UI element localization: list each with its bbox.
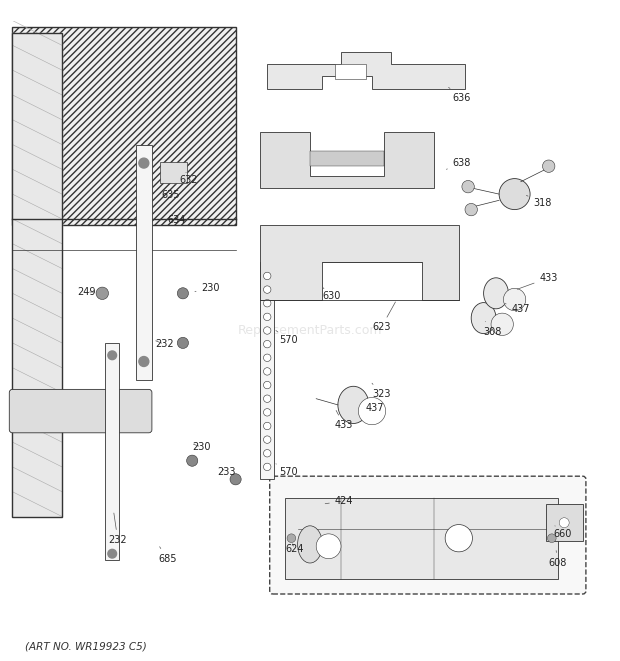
Text: 433: 433 (335, 410, 353, 430)
Circle shape (264, 368, 271, 375)
Circle shape (139, 356, 149, 366)
Text: 624: 624 (285, 544, 304, 554)
Bar (285, 498, 558, 578)
Text: ReplacementParts.com: ReplacementParts.com (237, 324, 383, 337)
Ellipse shape (338, 386, 369, 424)
Circle shape (465, 204, 477, 215)
Text: 308: 308 (484, 321, 502, 336)
Circle shape (503, 288, 526, 311)
Circle shape (287, 534, 296, 543)
Circle shape (177, 337, 188, 348)
Circle shape (499, 178, 530, 210)
Polygon shape (12, 26, 236, 225)
Text: 634: 634 (167, 210, 186, 225)
Bar (310, 151, 384, 166)
Circle shape (264, 327, 271, 334)
Text: 318: 318 (526, 196, 552, 208)
Circle shape (491, 313, 513, 336)
Circle shape (542, 160, 555, 173)
Circle shape (264, 313, 271, 321)
FancyBboxPatch shape (160, 162, 187, 183)
Text: 233: 233 (217, 467, 236, 477)
Text: 630: 630 (322, 287, 341, 301)
Text: 230: 230 (195, 284, 220, 293)
Circle shape (96, 287, 108, 299)
Circle shape (264, 422, 271, 430)
Bar (335, 64, 366, 79)
Text: 437: 437 (505, 303, 530, 314)
Text: (ART NO. WR19923 C5): (ART NO. WR19923 C5) (25, 641, 146, 651)
Text: 323: 323 (372, 383, 391, 399)
Circle shape (462, 180, 474, 193)
Ellipse shape (471, 303, 496, 334)
Text: 632: 632 (180, 173, 198, 186)
FancyBboxPatch shape (270, 476, 586, 594)
FancyBboxPatch shape (260, 262, 274, 479)
Text: 660: 660 (554, 525, 572, 539)
Text: 638: 638 (446, 158, 471, 169)
Circle shape (264, 299, 271, 307)
Circle shape (445, 525, 472, 552)
Text: 433: 433 (517, 273, 558, 290)
Circle shape (559, 518, 569, 527)
Text: 608: 608 (549, 551, 567, 568)
Circle shape (264, 449, 271, 457)
Text: 232: 232 (155, 339, 174, 349)
Ellipse shape (298, 525, 322, 563)
Circle shape (264, 408, 271, 416)
Circle shape (547, 534, 556, 543)
Text: 623: 623 (372, 302, 396, 332)
Circle shape (264, 286, 271, 293)
Text: 685: 685 (158, 547, 177, 564)
FancyBboxPatch shape (9, 389, 152, 433)
Text: 230: 230 (192, 442, 211, 452)
Circle shape (264, 354, 271, 362)
Text: 232: 232 (108, 513, 127, 545)
Polygon shape (260, 225, 459, 299)
Circle shape (108, 351, 117, 360)
Text: 249: 249 (78, 287, 96, 297)
Circle shape (108, 549, 117, 558)
Circle shape (264, 463, 271, 471)
Circle shape (264, 381, 271, 389)
Circle shape (177, 288, 188, 299)
Circle shape (264, 272, 271, 280)
Polygon shape (260, 132, 434, 188)
Circle shape (316, 534, 341, 559)
Text: 570: 570 (276, 330, 298, 345)
Circle shape (187, 455, 198, 466)
Circle shape (230, 474, 241, 485)
Text: 636: 636 (448, 87, 471, 103)
FancyBboxPatch shape (136, 145, 152, 380)
FancyBboxPatch shape (105, 343, 119, 560)
Ellipse shape (484, 278, 508, 309)
Circle shape (264, 340, 271, 348)
Text: 570: 570 (276, 464, 298, 477)
Circle shape (358, 397, 386, 425)
Text: 437: 437 (366, 398, 384, 413)
Text: 424: 424 (325, 496, 353, 506)
Polygon shape (267, 52, 465, 89)
FancyBboxPatch shape (546, 504, 583, 541)
Circle shape (264, 436, 271, 444)
Circle shape (139, 158, 149, 168)
Circle shape (264, 395, 271, 403)
Text: 635: 635 (161, 184, 180, 200)
